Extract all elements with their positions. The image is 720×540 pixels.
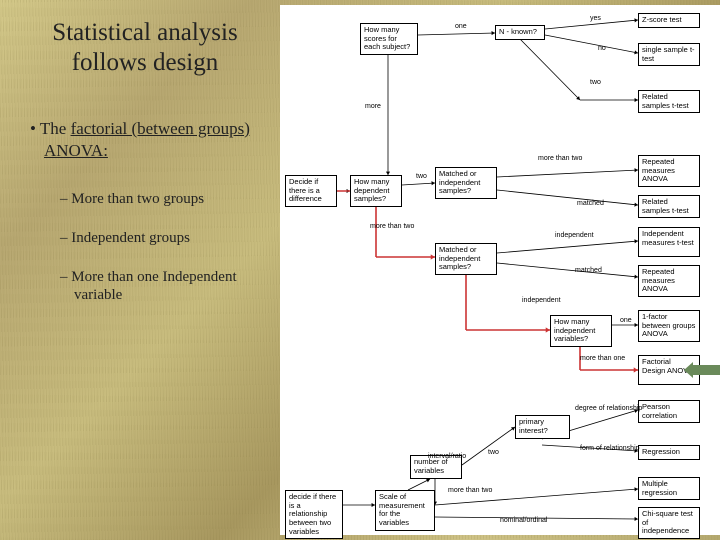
edge-label-degree: degree of relationship: [575, 405, 642, 412]
flowchart-node-single_t: single sample t-test: [638, 43, 700, 66]
edge-label-yes: yes: [590, 15, 601, 22]
flowchart-node-decide_rel: decide if there is a relationship betwee…: [285, 490, 343, 539]
flowchart-node-matched2: Matched or independent samples?: [435, 243, 497, 275]
edge-label-more2c: more than two: [448, 487, 492, 494]
edge-label-no: no: [598, 45, 606, 52]
sub-bullet-list: – More than two groups – Independent gro…: [60, 190, 278, 305]
edge-label-two_v: two: [488, 449, 499, 456]
flowchart-node-related_t: Related samples t-test: [638, 195, 700, 218]
edge-label-more1: more than one: [580, 355, 625, 362]
flowchart-node-q_scale: Scale of measurement for the variables: [375, 490, 435, 531]
sub-bullet-1: – More than two groups: [60, 190, 278, 209]
edge-label-ind_b: independent: [522, 297, 561, 304]
edge-label-one2: one: [620, 317, 632, 324]
title-line-2: follows design: [72, 49, 219, 76]
sub-bullet-2: – Independent groups: [60, 229, 278, 248]
edge-label-int_rat: interval/ratio: [428, 453, 466, 460]
flowchart-node-regression: Regression: [638, 445, 700, 460]
edge-label-one1: one: [455, 23, 467, 30]
edge-label-more2a: more than two: [538, 155, 582, 162]
flowchart-node-rm_anova: Repeated measures ANOVA: [638, 155, 700, 187]
highlight-arrow-icon: [692, 365, 720, 375]
flowchart-diagram: How many scores for each subject? N - kno…: [280, 5, 720, 535]
flowchart-node-mult_reg: Multiple regression: [638, 477, 700, 500]
main-bullet: • The factorial (between groups) ANOVA:: [30, 118, 278, 162]
edge-label-matched_a: matched: [577, 200, 604, 207]
flowchart-node-matched1: Matched or independent samples?: [435, 167, 497, 199]
text-panel: Statistical analysis follows design • Th…: [0, 0, 290, 540]
sub-bullet-3: – More than one Independent variable: [60, 268, 278, 306]
edge-label-matched_b: matched: [575, 267, 602, 274]
flowchart-node-chi: Chi-square test of independence: [638, 507, 700, 539]
flowchart-node-decide_diff: Decide if there is a difference: [285, 175, 337, 207]
flowchart-node-z_test: Z-score test: [638, 13, 700, 28]
flowchart-node-rm_anova2: Repeated measures ANOVA: [638, 265, 700, 297]
edge-label-ind_a: independent: [555, 232, 594, 239]
edge-label-two_top: two: [590, 79, 601, 86]
edge-label-form: form of relationship: [580, 445, 640, 452]
slide-title: Statistical analysis follows design: [12, 18, 278, 78]
flowchart-node-n_known: N - known?: [495, 25, 545, 40]
flowchart-node-q_interest: primary interest?: [515, 415, 570, 439]
title-line-1: Statistical analysis: [52, 19, 237, 46]
edge-label-nom: nominal/ordinal: [500, 517, 547, 524]
flowchart-node-q_scores: How many scores for each subject?: [360, 23, 418, 55]
flowchart-node-one_anova: 1-factor between groups ANOVA: [638, 310, 700, 342]
flowchart-node-pearson: Pearson correlation: [638, 400, 700, 423]
edge-label-two_mid: two: [416, 173, 427, 180]
flowchart-node-related_t_top: Related samples t-test: [638, 90, 700, 113]
edge-label-more_than: more: [365, 103, 381, 110]
flowchart-node-q_dep: How many dependent samples?: [350, 175, 402, 207]
flowchart-node-ind_t: Independent measures t-test: [638, 227, 700, 257]
flowchart-node-q_iv: How many independent variables?: [550, 315, 612, 347]
edge-label-more2b: more than two: [370, 223, 414, 230]
